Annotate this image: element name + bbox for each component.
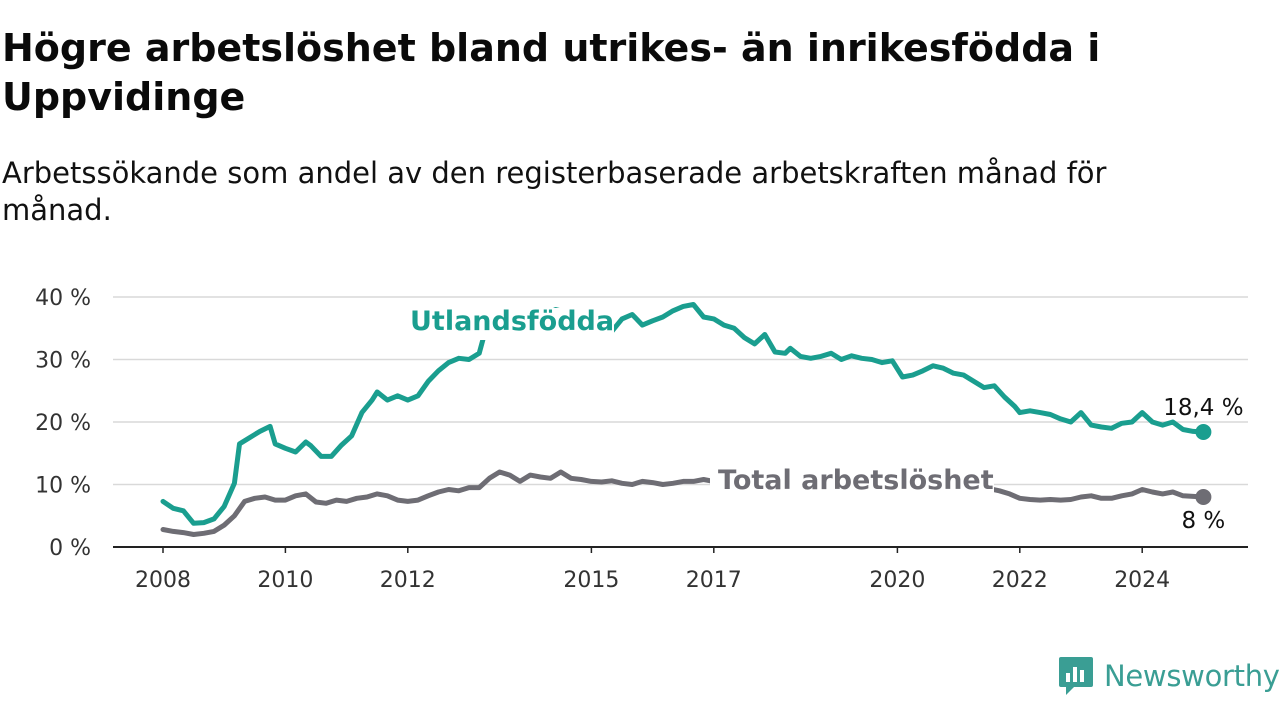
x-tick-label: 2017 [686, 568, 742, 590]
chart-title: Högre arbetslöshet bland utrikes- än inr… [2, 26, 1101, 119]
series-name-label: Total arbetslöshet [718, 465, 994, 496]
x-tick-label: 2024 [1114, 568, 1170, 590]
brand-logo: Newsworthy [1058, 654, 1280, 698]
x-tick-label: 2020 [869, 568, 925, 590]
x-tick-label: 2008 [135, 568, 191, 590]
brand-name: Newsworthy [1104, 659, 1280, 693]
series-end-value-label: 8 % [1181, 508, 1225, 534]
line-chart: 0 % 10 % 20 % 30 % 40 % 2008 2010 2012 2015 2017… [35, 286, 1248, 590]
label-backdrop [710, 466, 994, 496]
chart-subtitle: Arbetssökande som andel av den registerb… [2, 156, 1107, 227]
x-tick-label: 2015 [563, 568, 619, 590]
x-axis: 2008 2010 2012 2015 2017 2020 2022 2024 [113, 546, 1248, 590]
y-tick-label: 30 % [35, 349, 91, 374]
series-end-value-label: 18,4 % [1163, 395, 1243, 421]
series-end-marker [1195, 424, 1212, 440]
series-line-foreign-born [160, 302, 1206, 526]
x-tick-label: 2010 [257, 568, 313, 590]
series-line-total [160, 469, 1206, 537]
y-tick-label: 0 % [49, 536, 91, 561]
label-backdrop [402, 308, 614, 340]
series-end-marker [1195, 489, 1212, 505]
newsworthy-logo-icon [1059, 657, 1093, 695]
y-tick-label: 20 % [35, 411, 91, 436]
gridlines [113, 296, 1248, 486]
series-labels: Utlandsfödda 18,4 % Total arbetslöshet 8 % [402, 306, 1244, 534]
series-name-label: Utlandsfödda [410, 306, 614, 337]
y-axis-tick-labels: 0 % 10 % 20 % 30 % 40 % [35, 286, 91, 561]
y-tick-label: 10 % [35, 474, 91, 499]
series-lines [160, 302, 1212, 537]
x-tick-label: 2012 [380, 568, 436, 590]
x-tick-label: 2022 [992, 568, 1048, 590]
y-tick-label: 40 % [35, 286, 91, 311]
